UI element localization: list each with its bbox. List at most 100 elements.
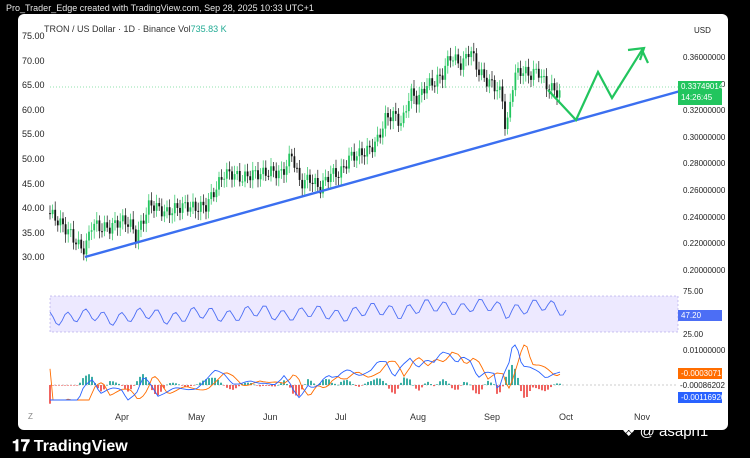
chart-card[interactable] [18, 14, 728, 430]
macd-histogram-bar [286, 383, 288, 385]
candle-body [246, 171, 249, 177]
symbol-info: TRON / US Dollar · 1D · Binance Vol735.8… [44, 24, 227, 34]
candle-body [433, 85, 436, 87]
candle-body [345, 166, 348, 169]
candle-body [228, 169, 231, 172]
macd-histogram-bar [178, 384, 180, 385]
volume-value: 735.83 K [190, 24, 227, 34]
watermark-text: @ asapn1 [639, 423, 709, 440]
bar-countdown: 14:26:45 [681, 93, 713, 102]
candle-body [267, 175, 270, 177]
macd-histogram-bar [334, 383, 336, 385]
macd-histogram-bar [217, 379, 219, 385]
macd-histogram-bar [313, 383, 315, 385]
macd-histogram-bar [124, 385, 126, 389]
macd-histogram-bar [517, 377, 519, 385]
macd-histogram-bar [346, 379, 348, 385]
candle-body [173, 203, 176, 214]
candle-body [350, 151, 353, 156]
macd-histogram-bar [241, 383, 243, 385]
author-watermark: ❖ @ asapn1 [622, 422, 708, 440]
candle-body [116, 220, 119, 228]
left-axis-tick: 60.00 [22, 104, 45, 115]
macd-histogram-bar [355, 385, 357, 386]
candle-body [254, 170, 257, 172]
macd-histogram-bar [391, 385, 393, 393]
candle-body [244, 171, 246, 182]
macd-histogram-bar [514, 368, 516, 385]
tradingview-logo-icon: 𝟏𝟕 [12, 438, 30, 455]
macd-histogram-bar [535, 385, 537, 389]
candle-body [51, 209, 54, 215]
projection-path [547, 47, 649, 122]
right-axis-tick: 0.30000000 [683, 132, 726, 142]
macd-histogram-bar [220, 382, 222, 385]
candle-body [402, 112, 405, 124]
rsi-line [49, 298, 567, 326]
macd-histogram-bar [151, 385, 153, 391]
candle-body [179, 207, 181, 213]
candle-body [207, 199, 210, 212]
candle-body [381, 128, 384, 138]
candle-body [366, 145, 369, 157]
candle-body [249, 176, 252, 181]
currency-label[interactable]: USD [694, 26, 711, 35]
macd-histogram-bar [208, 378, 210, 385]
time-axis-label: May [188, 412, 206, 422]
macd-histogram-value: -0.00086202 [680, 381, 725, 390]
candle-body [337, 176, 340, 178]
macd-histogram-bar [460, 385, 462, 386]
left-axis-tick: 55.00 [22, 129, 45, 140]
macd-histogram-bar [304, 384, 306, 385]
macd-histogram-bar [553, 384, 555, 386]
macd-histogram-bar [175, 383, 177, 385]
candle-body [374, 141, 376, 153]
candle-body [189, 207, 192, 212]
candle-body [405, 111, 408, 113]
macd-histogram-bar [529, 385, 531, 392]
macd-histogram-bar [265, 385, 267, 386]
candle-body [85, 240, 88, 255]
diamond-icon: ❖ [622, 423, 636, 440]
macd-histogram-bar [214, 377, 216, 385]
candle-body [410, 88, 413, 102]
macd-histogram-bar [415, 385, 417, 389]
left-axis-tick: 70.00 [22, 55, 45, 66]
macd-histogram-bar [235, 385, 237, 389]
candle-body [264, 167, 267, 176]
candle-body [488, 79, 491, 87]
candle-body [322, 180, 324, 194]
candle-body [181, 203, 184, 213]
macd-histogram-bar [55, 385, 57, 386]
candle-body [223, 178, 226, 180]
candle-body [184, 202, 187, 204]
macd-histogram-bar [136, 381, 138, 385]
macd-histogram-bar [223, 385, 225, 386]
macd-histogram-bar [109, 381, 111, 385]
candle-body [324, 176, 327, 181]
candle-body [553, 83, 556, 91]
macd-histogram-bar [418, 385, 420, 391]
macd-histogram-bar [430, 384, 432, 385]
macd-histogram-bar [475, 385, 477, 394]
candle-body [75, 242, 77, 245]
candle-body [498, 86, 501, 91]
candle-body [106, 222, 109, 228]
candle-body [478, 69, 480, 76]
candle-body [262, 167, 265, 175]
macd-histogram-bar [412, 384, 414, 386]
macd-histogram-bar [229, 385, 231, 390]
macd-histogram-bar [67, 385, 69, 386]
macd-histogram-bar [505, 376, 507, 385]
macd-histogram-bar [181, 385, 183, 386]
candle-body [132, 219, 135, 230]
candle-body [470, 51, 473, 58]
candle-body [524, 66, 527, 74]
macd-histogram-bar [316, 385, 318, 386]
candle-body [272, 166, 275, 171]
candle-body [88, 231, 90, 241]
candle-body [527, 66, 530, 76]
candle-body [363, 155, 366, 157]
